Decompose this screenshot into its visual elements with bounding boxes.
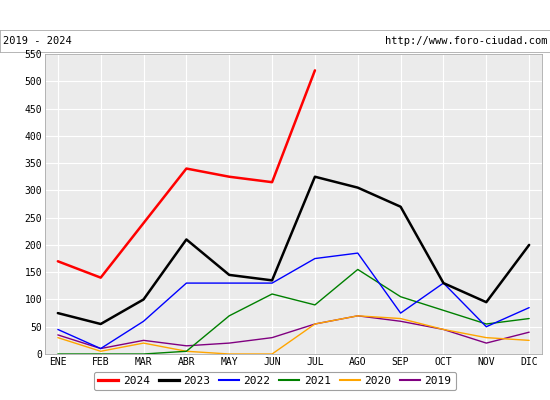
Text: 2019 - 2024: 2019 - 2024	[3, 36, 72, 46]
Text: http://www.foro-ciudad.com: http://www.foro-ciudad.com	[385, 36, 547, 46]
Legend: 2024, 2023, 2022, 2021, 2020, 2019: 2024, 2023, 2022, 2021, 2020, 2019	[94, 372, 456, 390]
Text: Evolucion Nº Turistas Nacionales en el municipio de Villaseca de Henares: Evolucion Nº Turistas Nacionales en el m…	[5, 8, 545, 22]
